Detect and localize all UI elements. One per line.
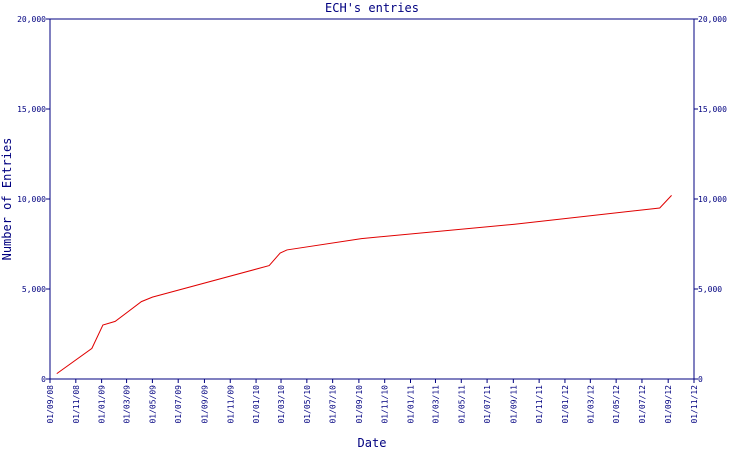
plot-frame <box>49 18 695 380</box>
x-tick-label: 01/11/10 <box>381 385 390 424</box>
y-tick-label: 0 <box>41 375 46 384</box>
x-tick-label: 01/07/12 <box>638 385 647 424</box>
x-tick-label: 01/11/09 <box>226 385 235 424</box>
x-tick-label: 01/09/12 <box>664 385 673 424</box>
x-tick-label: 01/11/11 <box>535 385 544 424</box>
y2-tick-label: 5,000 <box>698 285 722 294</box>
x-tick-label: 01/01/09 <box>98 385 107 424</box>
x-tick-label: 01/07/10 <box>329 385 338 424</box>
y2-tick-label: 10,000 <box>698 195 727 204</box>
x-tick-label: 01/03/10 <box>277 385 286 424</box>
y2-tick-label: 0 <box>698 375 703 384</box>
y-tick-label: 20,000 <box>17 15 46 24</box>
x-tick-label: 01/03/09 <box>123 385 132 424</box>
x-tick-label: 01/01/10 <box>252 385 261 424</box>
x-tick-label: 01/01/11 <box>407 385 416 424</box>
data-line <box>56 195 672 375</box>
x-tick-label: 01/09/11 <box>509 385 518 424</box>
x-tick-label: 01/11/12 <box>690 385 699 424</box>
x-tick-label: 01/03/12 <box>586 385 595 424</box>
x-tick-label: 01/05/09 <box>148 385 157 424</box>
y2-tick-label: 20,000 <box>698 15 727 24</box>
x-tick-label: 01/07/11 <box>483 385 492 424</box>
x-tick-label: 01/03/11 <box>431 385 440 424</box>
x-axis-label: Date <box>358 436 387 450</box>
x-tick-label: 01/09/08 <box>46 385 55 424</box>
chart-title: ECH's entries <box>325 1 419 15</box>
y-tick-label: 15,000 <box>17 105 46 114</box>
x-tick-label: 01/05/10 <box>303 385 312 424</box>
y2-tick-label: 15,000 <box>698 105 727 114</box>
y-axis-label: Number of Entries <box>0 138 14 261</box>
x-tick-label: 01/11/08 <box>72 385 81 424</box>
x-tick-label: 01/09/10 <box>355 385 364 424</box>
x-tick-label: 01/07/09 <box>174 385 183 424</box>
x-tick-label: 01/01/12 <box>561 385 570 424</box>
y-tick-label: 10,000 <box>17 195 46 204</box>
y-tick-label: 5,000 <box>22 285 46 294</box>
x-tick-label: 01/05/12 <box>612 385 621 424</box>
x-tick-label: 01/05/11 <box>457 385 466 424</box>
x-tick-label: 01/09/09 <box>200 385 209 424</box>
